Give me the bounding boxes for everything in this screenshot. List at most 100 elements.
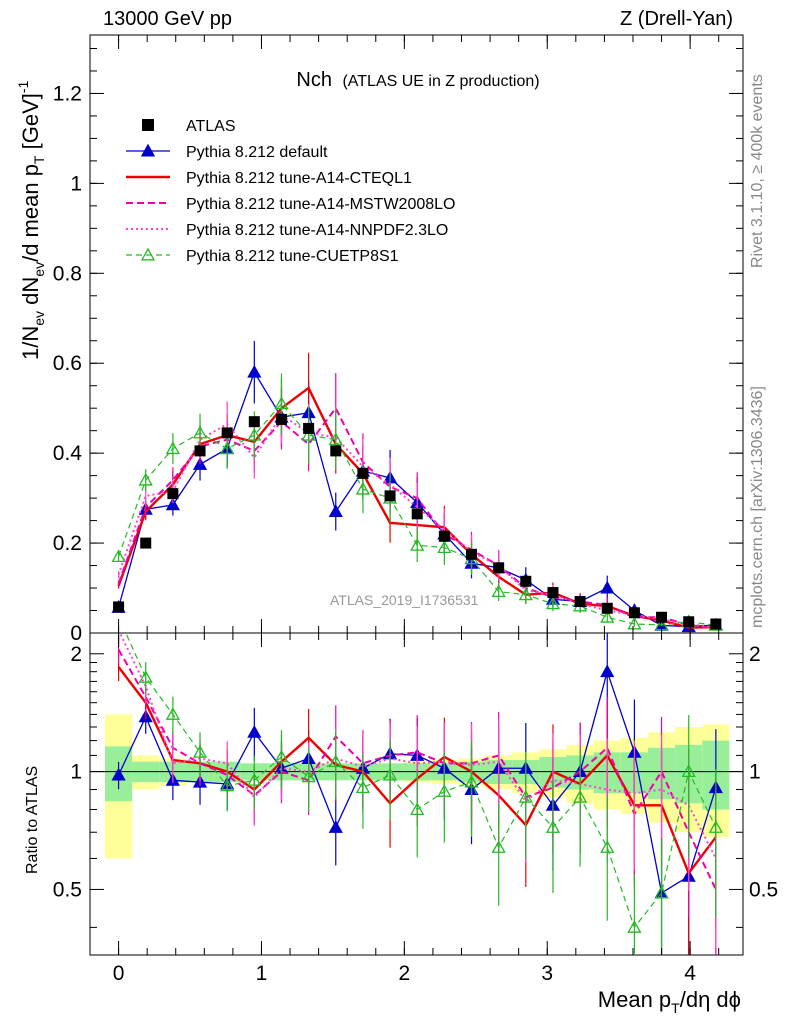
header-right: Z (Drell-Yan) xyxy=(620,8,733,30)
atlas-data-point xyxy=(520,575,532,587)
atlas-data-point xyxy=(601,602,613,614)
legend-marker xyxy=(140,247,156,261)
x-tick-label: 1 xyxy=(256,962,268,985)
series-pythia-8-212-tune-cuetp8s1 xyxy=(125,633,723,955)
plot-title-main: Nch xyxy=(296,69,332,91)
legend-label: Pythia 8.212 tune-CUETP8S1 xyxy=(186,248,399,265)
legend-item: Pythia 8.212 tune-A14-NNPDF2.3LO xyxy=(126,222,448,239)
data-point xyxy=(328,820,343,833)
series-line xyxy=(118,633,717,859)
data-point xyxy=(301,427,316,441)
y-tick-label: 0.2 xyxy=(53,532,82,555)
data-point xyxy=(410,802,425,815)
data-point xyxy=(437,540,452,554)
atlas-data-point xyxy=(113,601,125,613)
atlas-data-point xyxy=(574,596,586,608)
main-plot xyxy=(111,340,723,633)
atlas-data-point xyxy=(493,562,505,574)
y-tick-label: 1 xyxy=(70,172,82,195)
data-point xyxy=(573,789,588,803)
atlas-data-point xyxy=(303,422,315,434)
plot-title: Nch (ATLAS UE in Z production) xyxy=(296,69,539,91)
atlas-data-point xyxy=(357,467,369,479)
atlas-data-point xyxy=(466,548,478,560)
legend-item: ATLAS xyxy=(142,118,236,135)
data-point xyxy=(328,754,343,768)
ratio-y-tick-label: 2 xyxy=(70,643,82,666)
data-point xyxy=(491,840,506,853)
mcplots-label: mcplots.cern.ch [arXiv:1306.3436] xyxy=(749,386,766,628)
atlas-data-point xyxy=(656,611,668,623)
data-point xyxy=(355,481,371,495)
atlas-data-point xyxy=(167,488,179,500)
legend-label: Pythia 8.212 tune-A14-CTEQL1 xyxy=(186,170,412,187)
data-point xyxy=(247,724,262,738)
y-tick-label: 0.4 xyxy=(53,442,83,465)
ratio-plot-frame xyxy=(89,632,744,956)
data-point xyxy=(247,427,262,441)
data-point xyxy=(138,472,153,486)
ratio-y-tick-label-right: 0.5 xyxy=(749,878,778,901)
x-tick-label: 0 xyxy=(113,962,125,985)
data-point xyxy=(165,497,180,511)
ratio-y-tick-label: 0.5 xyxy=(53,878,82,901)
rivet-label: Rivet 3.1.10, ≥ 400k events xyxy=(749,74,766,268)
data-point xyxy=(410,537,425,551)
data-point xyxy=(192,425,208,439)
x-tick-label: 4 xyxy=(684,962,696,985)
data-point xyxy=(600,664,615,678)
legend-label: ATLAS xyxy=(186,118,236,135)
data-point xyxy=(165,707,180,720)
data-point xyxy=(600,609,615,623)
legend-item: Pythia 8.212 default xyxy=(126,143,328,161)
data-point xyxy=(328,504,343,518)
data-point xyxy=(437,784,452,797)
atlas-data-point xyxy=(438,530,450,542)
data-point xyxy=(654,885,669,899)
atlas-data-point xyxy=(384,490,396,502)
data-point xyxy=(247,364,262,378)
atlas-data-point xyxy=(683,616,695,628)
legend-item: Pythia 8.212 tune-CUETP8S1 xyxy=(126,247,399,265)
x-axis-title: Mean pT/dη dϕ xyxy=(598,987,741,1016)
atlas-data-point xyxy=(547,587,559,599)
data-point xyxy=(328,432,343,446)
atlas-data-point xyxy=(140,537,152,549)
series-line xyxy=(117,649,717,890)
ratio-plot xyxy=(90,633,743,955)
data-point xyxy=(518,789,533,803)
data-point xyxy=(274,396,289,410)
atlas-data-point xyxy=(275,413,287,425)
data-point xyxy=(220,441,235,455)
data-point xyxy=(192,745,208,758)
y-tick-label: 0.8 xyxy=(53,262,82,285)
atlas-data-point xyxy=(710,618,722,630)
main-y-axis-title: 1/Nev dNev/d mean pT [GeV]-1 xyxy=(15,80,47,360)
data-point xyxy=(627,920,642,933)
x-tick-label: 3 xyxy=(541,962,553,985)
data-point xyxy=(138,670,153,683)
atlas-data-point xyxy=(221,427,233,439)
data-point xyxy=(518,587,533,601)
series-line xyxy=(118,402,716,626)
legend-label: Pythia 8.212 tune-A14-NNPDF2.3LO xyxy=(186,222,448,239)
data-point xyxy=(111,549,126,563)
data-point xyxy=(464,774,479,788)
legend-item: Pythia 8.212 tune-A14-MSTW2008LO xyxy=(126,196,455,213)
legend-label: Pythia 8.212 default xyxy=(186,144,328,161)
data-point xyxy=(274,749,289,763)
atlas-data-point xyxy=(194,445,206,457)
data-point xyxy=(491,584,506,598)
legend-item: Pythia 8.212 tune-A14-CTEQL1 xyxy=(126,170,412,187)
data-point xyxy=(247,772,262,786)
ratio-y-tick-label-right: 2 xyxy=(749,643,761,666)
data-point xyxy=(301,769,316,783)
analysis-id: ATLAS_2019_I1736531 xyxy=(330,592,479,608)
atlas-data-point xyxy=(330,445,342,457)
atlas-data-point xyxy=(411,508,423,520)
y-tick-label: 1.2 xyxy=(53,82,82,105)
legend: ATLAS Pythia 8.212 default Pythia 8.212 tu… xyxy=(126,118,455,265)
data-point xyxy=(111,767,126,781)
data-point xyxy=(600,580,615,594)
